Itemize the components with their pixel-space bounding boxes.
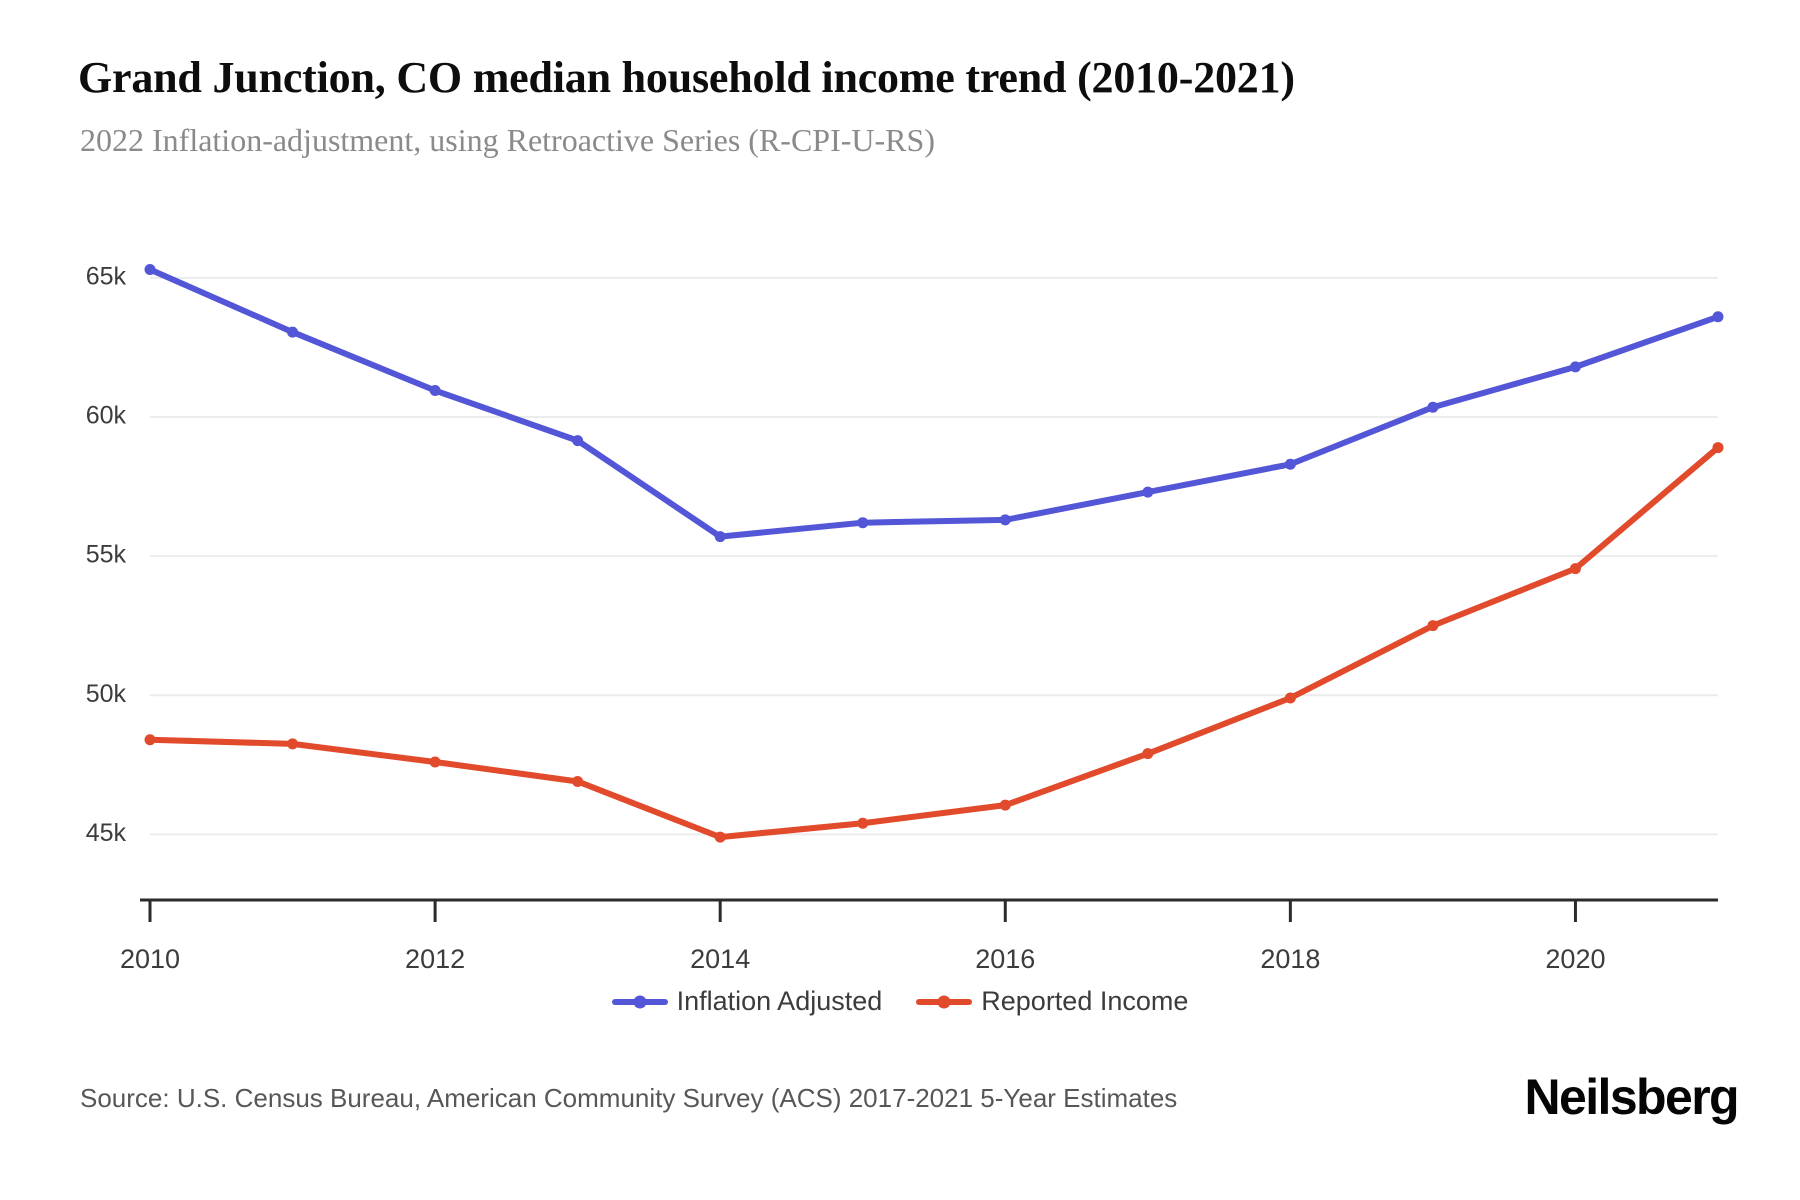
y-axis-tick-labels: 45k 50k 55k 60k 65k [86, 262, 127, 847]
series-points [144, 263, 1724, 843]
y-axis-tick-label: 65k [86, 262, 127, 290]
x-axis-ticks [148, 900, 1577, 922]
x-axis-tick-label: 2012 [405, 944, 465, 974]
data-point[interactable] [1142, 748, 1154, 760]
x-axis-tick-labels: 2010 2012 2014 2016 2018 2020 [120, 944, 1606, 974]
data-point[interactable] [857, 817, 869, 829]
data-point[interactable] [999, 799, 1011, 811]
source-note: Source: U.S. Census Bureau, American Com… [80, 1083, 1178, 1113]
data-point[interactable] [429, 756, 441, 768]
data-point[interactable] [999, 514, 1011, 526]
legend-item-reported-income[interactable]: Reported Income [916, 986, 1188, 1017]
series-line-inflation-adjusted [147, 266, 1721, 540]
legend-item-inflation-adjusted[interactable]: Inflation Adjusted [611, 986, 883, 1017]
data-point[interactable] [1142, 486, 1154, 498]
series-line-reported-income [147, 444, 1721, 841]
data-point[interactable] [429, 385, 441, 397]
data-point[interactable] [1712, 442, 1724, 454]
x-axis-tick-label: 2010 [120, 944, 180, 974]
series-lines [147, 266, 1721, 841]
x-axis-tick-label: 2018 [1260, 944, 1320, 974]
x-axis-tick-label: 2014 [690, 944, 750, 974]
data-point[interactable] [572, 775, 584, 787]
y-axis-tick-label: 50k [86, 680, 127, 708]
gridlines [150, 276, 1718, 836]
data-point[interactable] [1569, 563, 1581, 575]
legend-swatch-icon [611, 998, 668, 1005]
data-point[interactable] [1427, 401, 1439, 413]
data-point[interactable] [1427, 620, 1439, 632]
data-point[interactable] [144, 734, 156, 746]
data-point[interactable] [572, 435, 584, 447]
x-axis-tick-label: 2016 [975, 944, 1035, 974]
legend-label: Inflation Adjusted [676, 986, 883, 1016]
brand-logo: Neilsberg [1524, 1069, 1740, 1125]
y-axis-tick-label: 55k [86, 541, 127, 569]
data-point[interactable] [1569, 361, 1581, 373]
legend-label: Reported Income [981, 986, 1189, 1016]
data-point[interactable] [1284, 458, 1296, 470]
y-axis-tick-label: 60k [86, 402, 127, 430]
y-axis-tick-label: 45k [86, 819, 127, 847]
chart-legend: Inflation Adjusted Reported Income [0, 986, 1800, 1017]
data-point[interactable] [144, 263, 156, 275]
data-point[interactable] [714, 531, 726, 543]
data-point[interactable] [287, 326, 299, 338]
data-point[interactable] [287, 738, 299, 750]
chart-subtitle: 2022 Inflation-adjustment, using Retroac… [80, 122, 935, 158]
data-point[interactable] [1712, 311, 1724, 323]
x-axis-tick-label: 2020 [1545, 944, 1605, 974]
chart-title: Grand Junction, CO median household inco… [78, 53, 1295, 102]
data-point[interactable] [714, 831, 726, 843]
data-point[interactable] [857, 517, 869, 529]
data-point[interactable] [1284, 692, 1296, 704]
legend-swatch-icon [916, 998, 973, 1005]
